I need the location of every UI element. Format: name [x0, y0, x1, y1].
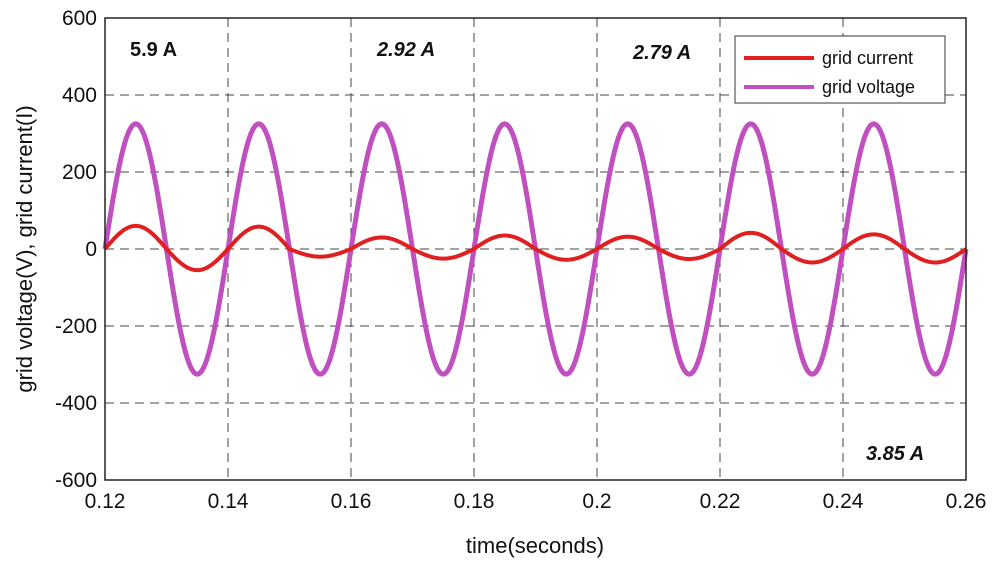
x-tick-label: 0.24: [823, 490, 864, 513]
legend-box: [734, 35, 946, 104]
x-tick-label: 0.26: [946, 490, 987, 513]
annotation-2-92a: 2.92 A: [376, 39, 435, 61]
plot-frame: [104, 17, 967, 481]
legend-label-grid-current: grid current: [822, 48, 913, 68]
y-tick-label: 600: [62, 7, 97, 30]
y-axis-label: grid voltage(V), grid current(I): [12, 105, 37, 392]
y-tick-label: -200: [55, 315, 97, 338]
y-tick-label: 200: [62, 161, 97, 184]
x-tick-label: 0.2: [582, 490, 611, 513]
x-tick-label: 0.16: [331, 490, 372, 513]
y-tick-label: 0: [85, 238, 97, 261]
series-group: [102, 121, 969, 377]
annotation-2-79a: 2.79 A: [632, 42, 691, 64]
y-tick-label: -400: [55, 392, 97, 415]
series-line-grid-current: [103, 223, 968, 273]
y-tick-label: 400: [62, 84, 97, 107]
y-tick-label: -600: [55, 469, 97, 492]
x-axis-label: time(seconds): [466, 533, 604, 558]
x-tick-label: 0.14: [208, 490, 249, 513]
x-tick-label: 0.12: [85, 490, 126, 513]
legend: grid current grid voltage: [734, 35, 946, 104]
annotation-3-85a: 3.85 A: [866, 443, 924, 465]
x-tick-label: 0.18: [454, 490, 495, 513]
legend-label-grid-voltage: grid voltage: [822, 77, 915, 97]
annotation-5-9a: 5.9 A: [130, 39, 177, 61]
x-tick-label: 0.22: [700, 490, 741, 513]
tick-labels: 0.12 0.14 0.16 0.18 0.2 0.22 0.24 0.26 -600 -400 -…: [55, 7, 986, 513]
